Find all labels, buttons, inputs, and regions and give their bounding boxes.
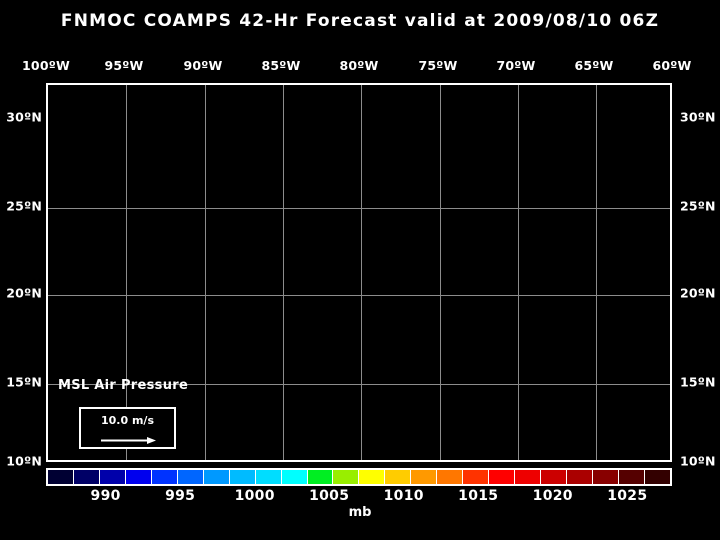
- latitude-tick-label-right: 30ºN: [680, 109, 716, 125]
- right-arrow-icon: [101, 437, 156, 444]
- colorbar-cell: [73, 470, 100, 484]
- wind-vector-key-label: 10.0 m/s: [101, 414, 154, 427]
- longitude-tick-label: 75ºW: [418, 58, 458, 73]
- latitude-gridline: [48, 384, 670, 385]
- colorbar-cell: [515, 470, 542, 484]
- latitude-tick-label-left-text: 15ºN: [6, 374, 42, 390]
- field-label: MSL Air Pressure: [58, 378, 189, 393]
- colorbar-cell: [489, 470, 516, 484]
- latitude-tick-label-right: 15ºN: [680, 374, 716, 390]
- latitude-tick-label-left-text: 25ºN: [6, 198, 42, 214]
- longitude-tick-label: 100ºW: [22, 58, 70, 73]
- colorbar-cell: [567, 470, 594, 484]
- colorbar-cell: [229, 470, 256, 484]
- colorbar-cell: [99, 470, 126, 484]
- latitude-gridline: [48, 208, 670, 209]
- colorbar-tick-label: 990: [90, 488, 121, 504]
- colorbar-cell: [151, 470, 178, 484]
- latitude-tick-label-right: 10ºN: [680, 453, 716, 469]
- latitude-tick-label-left-text: 10ºN: [6, 453, 42, 469]
- longitude-gridline: [596, 85, 597, 460]
- colorbar-cell: [333, 470, 360, 484]
- colorbar-units-label: mb: [348, 505, 372, 520]
- page-title: FNMOC COAMPS 42-Hr Forecast valid at 200…: [60, 11, 660, 31]
- longitude-gridline: [440, 85, 441, 460]
- latitude-tick-label-left: 25ºN: [6, 199, 78, 214]
- map-plot-area: [48, 85, 670, 460]
- colorbar-cell: [307, 470, 334, 484]
- colorbar-cell: [644, 470, 670, 484]
- colorbar-cell: [255, 470, 282, 484]
- latitude-gridline: [48, 295, 670, 296]
- longitude-gridline: [205, 85, 206, 460]
- latitude-tick-label-left-text: 20ºN: [6, 285, 42, 301]
- colorbar-cell: [281, 470, 308, 484]
- colorbar-tick-label: 1005: [309, 488, 350, 504]
- colorbar-tick-label: 1015: [458, 488, 499, 504]
- colorbar-cell: [411, 470, 438, 484]
- colorbar-cell: [359, 470, 386, 484]
- colorbar-cell: [125, 470, 152, 484]
- longitude-tick-label: 95ºW: [104, 58, 144, 73]
- latitude-tick-label-left: 10ºN: [6, 454, 78, 469]
- latitude-tick-label-right: 20ºN: [680, 285, 716, 301]
- colorbar-tick-label: 1010: [383, 488, 424, 504]
- colorbar-tick-label: 1000: [234, 488, 275, 504]
- latitude-tick-label-right: 25ºN: [680, 198, 716, 214]
- colorbar-cell: [618, 470, 645, 484]
- longitude-tick-label: 90ºW: [183, 58, 223, 73]
- colorbar-cell: [385, 470, 412, 484]
- colorbar-cell: [437, 470, 464, 484]
- colorbar-cell: [593, 470, 619, 484]
- colorbar-tick-label: 1025: [607, 488, 648, 504]
- latitude-tick-label-left-text: 30ºN: [6, 109, 42, 125]
- longitude-tick-label: 85ºW: [261, 58, 301, 73]
- wind-vector-key: 10.0 m/s: [79, 407, 176, 449]
- map-plot-frame: [46, 83, 672, 462]
- colorbar-cell: [203, 470, 230, 484]
- longitude-gridline: [126, 85, 127, 460]
- longitude-gridline: [361, 85, 362, 460]
- colorbar-tick-label: 995: [165, 488, 196, 504]
- longitude-tick-label: 60ºW: [652, 58, 692, 73]
- latitude-tick-label-left: 15ºN: [6, 375, 78, 390]
- longitude-tick-label: 70ºW: [496, 58, 536, 73]
- colorbar-tick-label: 1020: [532, 488, 573, 504]
- longitude-gridline: [518, 85, 519, 460]
- longitude-tick-label: 80ºW: [339, 58, 379, 73]
- colorbar-cell: [177, 470, 204, 484]
- latitude-tick-label-left: 30ºN: [6, 110, 78, 125]
- colorbar: [46, 468, 672, 486]
- colorbar-cell: [541, 470, 568, 484]
- latitude-tick-label-left: 20ºN: [6, 286, 78, 301]
- colorbar-cell: [463, 470, 490, 484]
- colorbar-cell: [48, 470, 74, 484]
- longitude-gridline: [283, 85, 284, 460]
- longitude-tick-label: 65ºW: [574, 58, 614, 73]
